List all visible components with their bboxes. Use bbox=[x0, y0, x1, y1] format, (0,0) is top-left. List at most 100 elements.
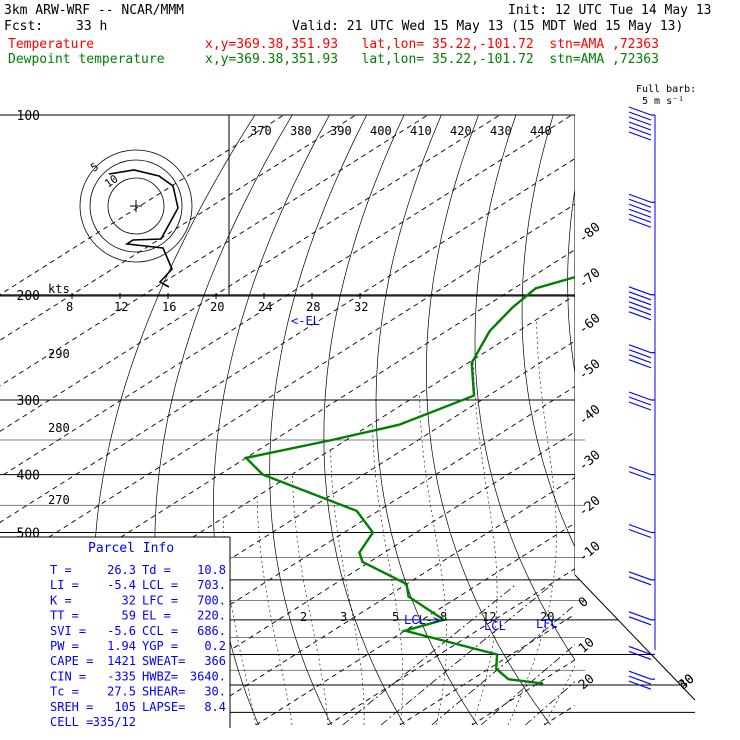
temperature-tick-label: -50 bbox=[576, 357, 604, 384]
parcel-info-key: PW = bbox=[50, 639, 79, 653]
wind-barb-flag bbox=[628, 680, 652, 690]
wind-barb bbox=[628, 286, 655, 321]
valid-time: Valid: 21 UTC Wed 15 May 13 (15 MDT Wed … bbox=[292, 19, 684, 34]
wind-barb bbox=[628, 611, 655, 626]
isotherm-line bbox=[688, 115, 740, 725]
temperature-tick-label: -70 bbox=[576, 265, 604, 292]
dry-adiabat bbox=[375, 115, 478, 725]
pressure-tick-label: 400 bbox=[17, 469, 40, 484]
theta-label: 270 bbox=[48, 493, 70, 507]
mixing-ratio-label: 5 bbox=[392, 610, 399, 624]
legend-dewpoint-name: Dewpoint temperature bbox=[8, 52, 165, 67]
parcel-info-key: EL = bbox=[142, 609, 171, 623]
wind-barb bbox=[628, 193, 655, 228]
wind-barb-flag bbox=[628, 203, 652, 213]
moist-adiabat bbox=[292, 474, 329, 725]
parcel-info-value: -5.6 bbox=[107, 624, 136, 638]
parcel-info-key: HWBZ= bbox=[142, 669, 178, 683]
isotherm-line bbox=[0, 158, 575, 524]
parcel-info-value: 30. bbox=[204, 685, 226, 699]
hodograph-trace bbox=[108, 169, 179, 288]
lfc-label: LFC bbox=[536, 617, 558, 631]
parcel-info-key: CIN = bbox=[50, 669, 86, 683]
parcel-info-box bbox=[0, 537, 230, 728]
wind-barb bbox=[628, 466, 655, 481]
isotherm-line bbox=[543, 704, 575, 725]
theta-e-label: 440 bbox=[530, 124, 552, 138]
mixing-ratio-label: 12 bbox=[482, 610, 496, 624]
wind-barb-flag bbox=[628, 126, 652, 136]
parcel-info-value: 220. bbox=[197, 609, 226, 623]
kts-tick-label: 24 bbox=[258, 300, 272, 314]
hodograph-ring bbox=[107, 177, 165, 235]
moist-adiabat bbox=[688, 220, 740, 725]
parcel-info-value: 10.8 bbox=[197, 563, 226, 577]
theta-label: 280 bbox=[48, 421, 70, 435]
temperature-tick-label: -20 bbox=[576, 493, 604, 520]
wind-barb-flag bbox=[628, 106, 652, 116]
wind-barb-flag bbox=[628, 359, 652, 369]
wind-barb-flag bbox=[628, 131, 652, 141]
wind-barb-flag bbox=[628, 524, 652, 534]
parcel-info-value: 686. bbox=[197, 624, 226, 638]
isotherm-line bbox=[471, 659, 575, 725]
legend-temperature-info: x,y=369.38,351.93 lat,lon= 35.22,-101.72… bbox=[205, 37, 659, 52]
kts-tick-label: 16 bbox=[162, 300, 176, 314]
theta-e-label: 420 bbox=[450, 124, 472, 138]
init-time: Init: 12 UTC Tue 14 May 13 bbox=[508, 3, 712, 18]
parcel-info-value: 700. bbox=[197, 593, 226, 607]
wind-barb-flag bbox=[628, 576, 652, 586]
parcel-info-value: 1421 bbox=[107, 654, 136, 668]
parcel-info-value: 59 bbox=[122, 609, 136, 623]
parcel-info-key: LFC = bbox=[142, 593, 178, 607]
wind-barb-flag bbox=[628, 121, 652, 131]
parcel-info-key: CELL = bbox=[50, 715, 93, 729]
model-title: 3km ARW-WRF -- NCAR/MMM bbox=[4, 3, 185, 18]
wind-barb bbox=[628, 524, 655, 539]
temperature-tick-label: -80 bbox=[576, 220, 604, 247]
parcel-info-key: SHEAR= bbox=[142, 685, 185, 699]
dry-adiabat bbox=[323, 115, 405, 725]
wind-barb-flag bbox=[628, 529, 652, 539]
dewpoint-line bbox=[243, 275, 575, 685]
moist-adiabat bbox=[256, 499, 293, 725]
mixing-ratio-label: 2 bbox=[300, 610, 307, 624]
wind-barb-flag bbox=[628, 198, 652, 208]
wind-barb-flag bbox=[628, 296, 652, 306]
pressure-tick-label: 200 bbox=[17, 289, 40, 304]
mixing-ratio-label: 3 bbox=[340, 610, 347, 624]
moist-adiabat bbox=[330, 450, 365, 725]
moist-adiabat bbox=[616, 220, 740, 725]
parcel-info-value: 1.94 bbox=[107, 639, 136, 653]
dry-adiabat bbox=[567, 186, 575, 375]
parcel-info-title: Parcel Info bbox=[88, 541, 174, 556]
theta-e-label: 430 bbox=[490, 124, 512, 138]
isotherm-line bbox=[111, 431, 575, 725]
kts-axis-label: kts bbox=[48, 282, 70, 296]
plot-border-diagonal bbox=[574, 574, 696, 701]
mixing-ratio-label: 8 bbox=[440, 610, 447, 624]
hodograph-ring-label: 10 bbox=[102, 172, 120, 190]
parcel-info-key: LI = bbox=[50, 578, 79, 592]
temperature-tick-label: 0 bbox=[576, 594, 592, 611]
temperature-tick-label: -10 bbox=[576, 539, 604, 566]
temperature-tick-label: 10 bbox=[576, 635, 598, 657]
wind-barb bbox=[628, 344, 655, 369]
el-marker: <-EL bbox=[291, 314, 320, 328]
wind-barb-flag bbox=[628, 218, 652, 228]
moist-adiabat bbox=[471, 362, 498, 725]
dry-adiabat bbox=[213, 115, 330, 725]
dry-adiabat bbox=[474, 115, 575, 661]
kts-tick-label: 32 bbox=[354, 300, 368, 314]
wind-barb-flag bbox=[628, 193, 652, 203]
lcl-label: LCL bbox=[484, 619, 506, 633]
kts-tick-label: 20 bbox=[210, 300, 224, 314]
wind-barb bbox=[628, 391, 655, 411]
theta-e-label: 370 bbox=[250, 124, 272, 138]
wind-barb-flag bbox=[628, 466, 652, 476]
isotherm-line bbox=[327, 568, 575, 725]
parcel-info-value: 3640. bbox=[190, 669, 226, 683]
wind-barb bbox=[628, 670, 655, 690]
wind-barb-flag bbox=[628, 111, 652, 121]
